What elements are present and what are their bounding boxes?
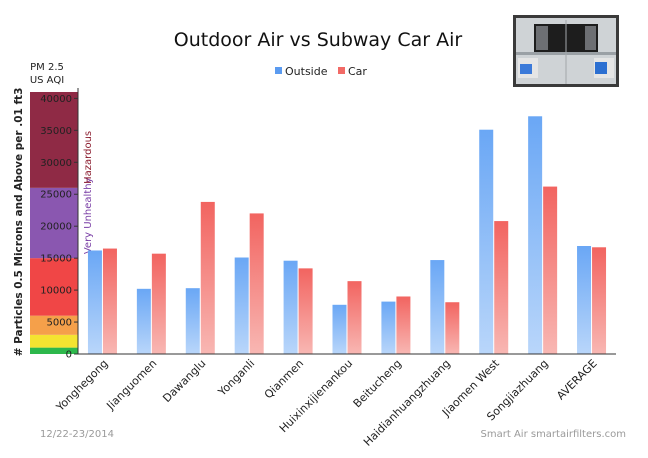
y-tick-label: 15000 [40,254,72,265]
y-tick-label: 25000 [40,190,72,201]
bar-car-0 [102,248,117,354]
footer-date: 12/22-23/2014 [40,429,114,440]
legend: Outside Car [275,65,367,78]
bar-car-8 [494,221,509,354]
x-tick-label: Qianmen [262,357,306,401]
y-axis-label: # Particles 0.5 Microns and Above per .0… [13,88,25,357]
x-tick-label: AVERAGE [554,357,600,403]
aqi-scale-label-line2: US AQI [30,75,64,86]
bar-outside-6 [381,301,396,354]
legend-swatch-outside [275,67,282,74]
bar-car-7 [445,302,460,354]
y-tick-label: 0 [66,350,72,361]
bar-car-3 [249,213,264,354]
y-axis: 0 5000 10000 15000 20000 25000 30000 35000 40000 [40,88,79,361]
bar-outside-7 [430,260,445,354]
y-tick-label: 10000 [40,286,72,297]
aqi-band-label-5: Hazardous [83,131,94,184]
bar-car-5 [347,281,362,354]
x-tick-label: Haidianhuangzhuang [361,357,453,449]
bar-car-4 [298,268,313,354]
aqi-band-0 [30,347,78,354]
y-tick-label: 40000 [40,94,72,105]
bar-car-9 [543,186,558,354]
bar-outside-1 [136,288,151,354]
aqi-bands [30,92,78,354]
bar-car-6 [396,296,411,354]
y-tick-label: 5000 [47,318,72,329]
subway-car-interior-photo [513,15,619,87]
bar-outside-0 [87,250,102,354]
bar-outside-4 [283,260,298,354]
aqi-band-2 [30,315,78,335]
x-tick-label: Yonganli [215,357,257,399]
bar-car-10 [592,247,607,354]
bar-outside-2 [185,288,200,354]
legend-label-outside: Outside [285,65,328,78]
bar-car-1 [151,253,166,354]
bar-car-2 [200,201,215,354]
aqi-band-5 [30,92,78,188]
bar-outside-3 [234,257,249,354]
aqi-band-label-4: Very Unhealthy [83,177,94,254]
bars [87,116,607,354]
aqi-scale-label-line1: PM 2.5 [30,62,64,73]
x-tick-label: Jianguomen [104,357,160,413]
aqi-band-3 [30,258,78,316]
x-tick-label: Dawanglu [160,357,208,405]
bar-outside-10 [577,246,592,354]
y-tick-label: 20000 [40,222,72,233]
x-tick-label: Beitucheng [351,357,404,410]
y-tick-label: 30000 [40,158,72,169]
chart-title: Outdoor Air vs Subway Car Air [174,29,463,51]
aqi-band-1 [30,334,78,348]
bar-outside-9 [528,116,543,354]
bar-outside-5 [332,304,347,354]
x-tick-label: Yonghegong [53,357,111,415]
bar-outside-8 [479,129,494,354]
y-tick-label: 35000 [40,126,72,137]
footer-credit: Smart Air smartairfilters.com [481,429,626,440]
legend-swatch-car [338,67,345,74]
aqi-band-4 [30,187,78,259]
legend-label-car: Car [348,65,367,78]
